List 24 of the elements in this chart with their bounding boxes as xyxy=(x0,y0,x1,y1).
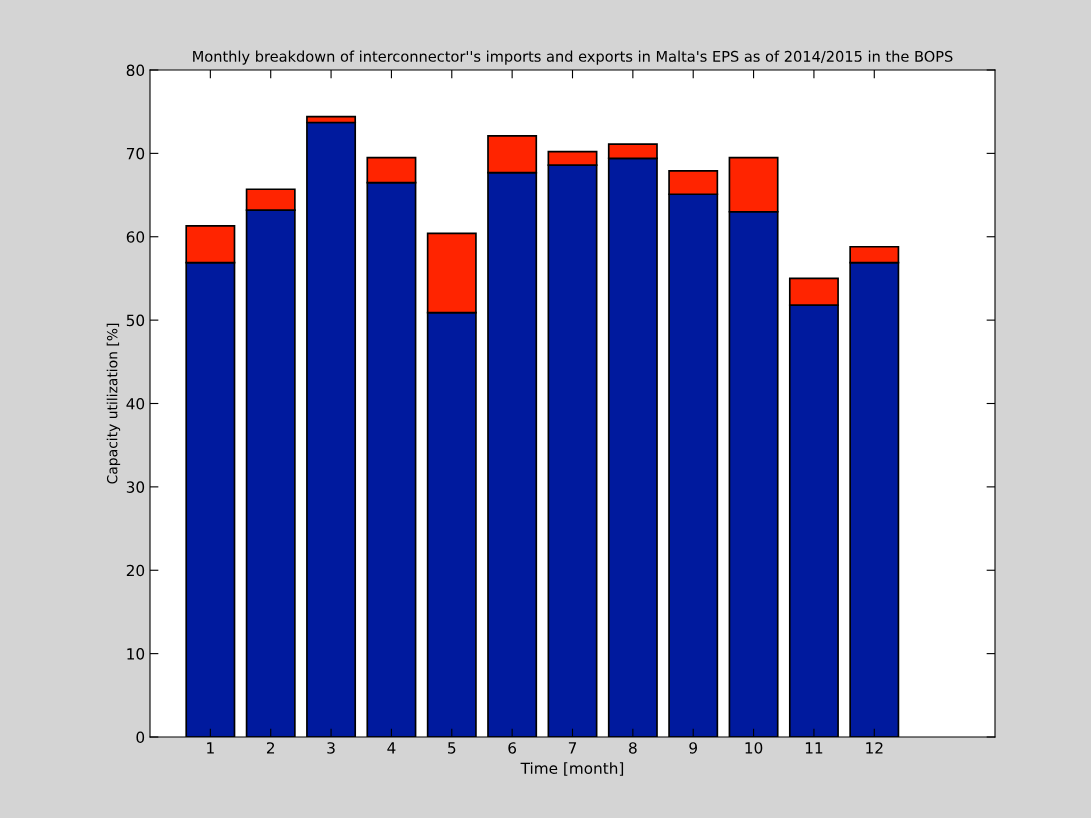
x-tick-label: 9 xyxy=(689,742,697,754)
y-tick-label: 60 xyxy=(126,231,145,243)
y-tick-label: 70 xyxy=(126,147,145,160)
x-tick-label: 4 xyxy=(387,742,396,754)
x-tick-label: 7 xyxy=(568,742,577,754)
x-tick-label: 6 xyxy=(508,742,517,754)
y-tick-label: 20 xyxy=(126,564,145,577)
chart-title: Monthly breakdown of interconnector''s imports and exports in Malta's EPS as of 2014/2015 in the BOPS xyxy=(193,50,953,65)
x-tick-label: 3 xyxy=(327,742,335,754)
y-axis-title: Capacity utilization [%] xyxy=(106,323,121,484)
y-tick-label: 10 xyxy=(127,648,145,660)
x-tick-label: 1 xyxy=(207,742,214,754)
x-tick-label: 8 xyxy=(629,742,637,754)
y-tick-label: 80 xyxy=(126,64,145,77)
x-axis-title: Time [month] xyxy=(520,762,624,776)
y-tick-label: 40 xyxy=(126,397,145,410)
y-tick-label: 30 xyxy=(126,481,145,493)
x-tick-label: 11 xyxy=(805,742,823,754)
y-tick-label: 50 xyxy=(126,314,145,327)
x-tick-label: 12 xyxy=(866,742,883,754)
x-tick-label: 5 xyxy=(448,742,456,754)
x-tick-label: 2 xyxy=(266,742,275,754)
x-tick-label: 10 xyxy=(745,742,763,754)
y-tick-label: 0 xyxy=(136,731,145,744)
